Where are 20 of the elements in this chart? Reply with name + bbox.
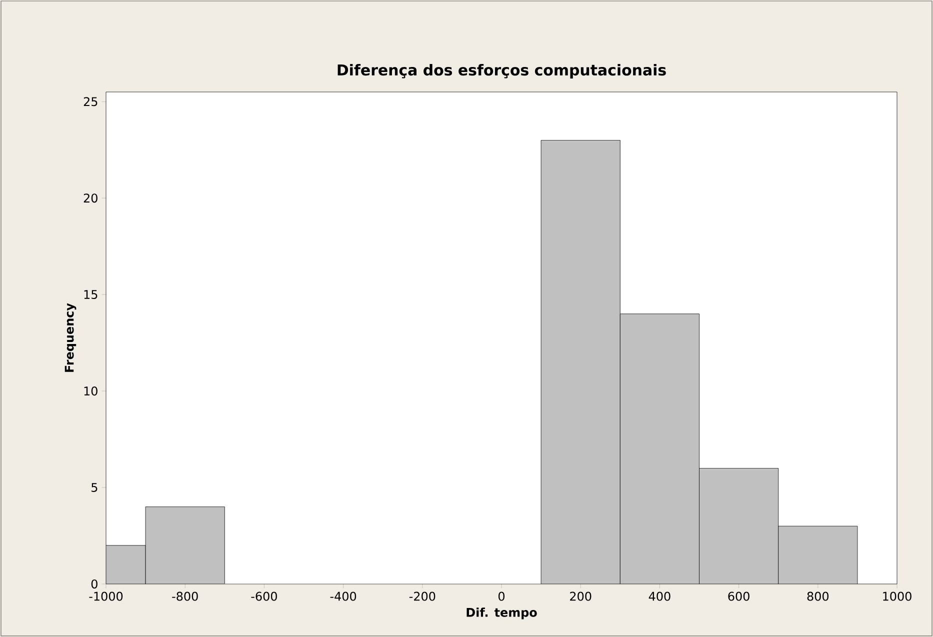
x-tick-label: -200 (409, 592, 436, 601)
x-tick-label: 800 (807, 592, 829, 601)
y-tick-label: 20 (84, 194, 98, 203)
y-axis-title: Frequency (64, 303, 76, 372)
x-tick-label: 400 (648, 592, 670, 601)
x-tick-label: -600 (251, 592, 277, 601)
x-tick-label: 0 (498, 592, 505, 601)
y-tick-label: 25 (84, 97, 98, 106)
x-tick-label: -1000 (89, 592, 123, 601)
y-tick-label: 15 (84, 290, 98, 300)
x-tick-label: -400 (330, 592, 356, 601)
x-axis-title: Dif. tempo (466, 608, 537, 620)
x-tick-label: 1000 (883, 592, 912, 601)
x-tick-label: 600 (728, 592, 750, 601)
x-tick-label: 200 (570, 592, 592, 601)
y-tick-label: 5 (92, 483, 98, 492)
y-tick-label: 0 (91, 579, 98, 589)
x-tick-label: -800 (172, 592, 198, 601)
y-tick-label: 10 (84, 386, 98, 396)
chart-title: Diferença dos esforços computacionais (338, 64, 666, 78)
